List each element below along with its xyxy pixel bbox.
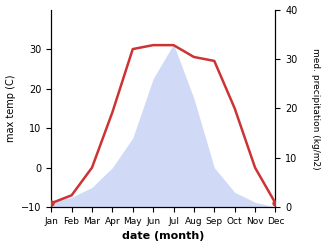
X-axis label: date (month): date (month) <box>122 231 204 242</box>
Y-axis label: max temp (C): max temp (C) <box>6 75 16 142</box>
Y-axis label: med. precipitation (kg/m2): med. precipitation (kg/m2) <box>311 48 320 169</box>
